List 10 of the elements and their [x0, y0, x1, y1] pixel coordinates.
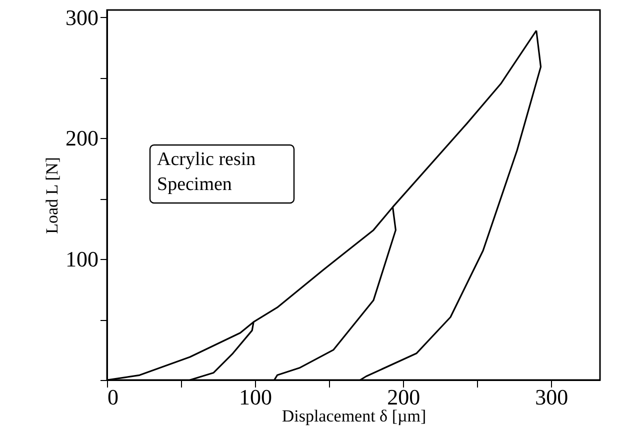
y-tick-label: 300	[66, 4, 98, 30]
x-tick-label: 100	[239, 384, 272, 410]
x-axis-title: Displacement δ [µm]	[282, 406, 426, 426]
x-tick-label: 300	[535, 384, 568, 410]
y-axis-title: Load L [N]	[42, 157, 62, 234]
x-tick-label: 200	[387, 384, 420, 410]
y-tick-label: 200	[66, 126, 98, 151]
annotation: Acrylic resin Specimen	[157, 149, 256, 195]
x-tick-label: 0	[108, 384, 118, 410]
y-tick-label: 100	[66, 246, 98, 272]
